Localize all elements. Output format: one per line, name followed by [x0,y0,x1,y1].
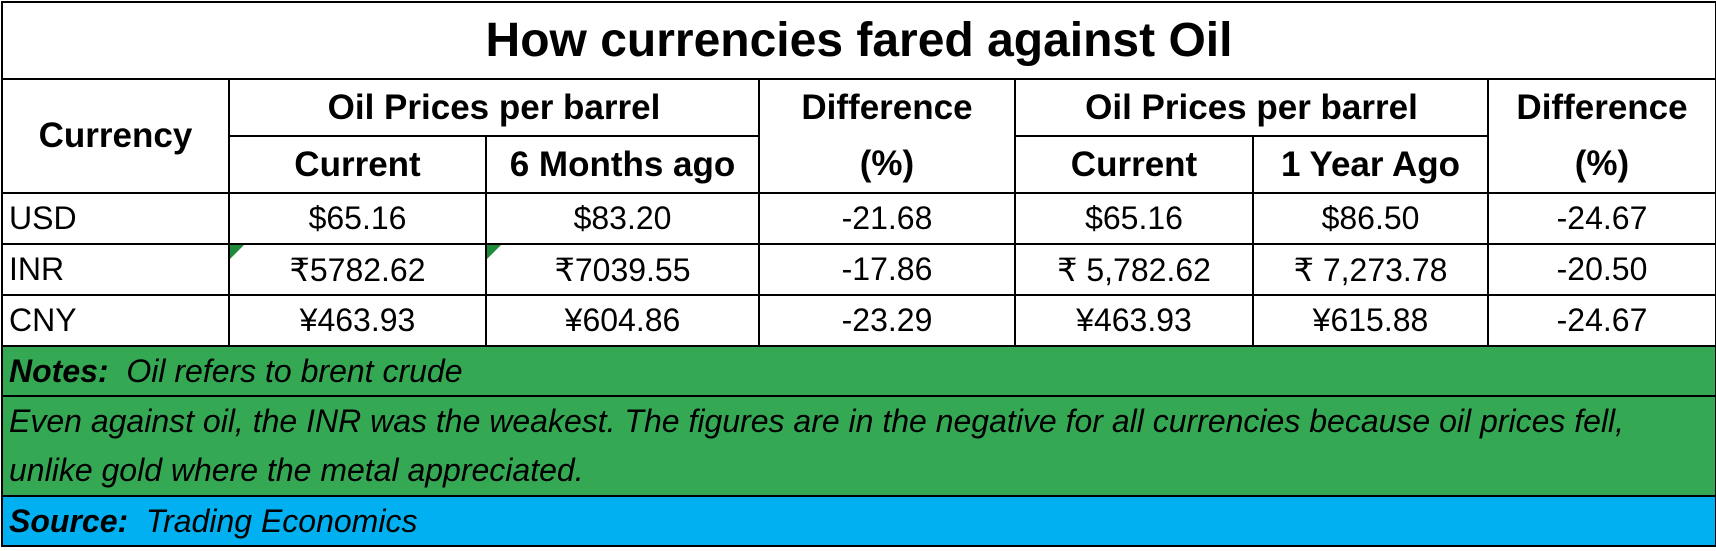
cell-currency: USD [1,192,230,245]
cell-one-year-ago: ₹ 7,273.78 [1252,243,1489,296]
commentary-text: Even against oil, the INR was the weakes… [0,395,1716,497]
notes-label: Notes: [9,352,109,389]
column-header-six-months-ago: 6 Months ago [485,135,760,194]
source-label: Source: [9,502,129,539]
cell-diff-1y: -24.67 [1486,192,1716,245]
cell-current-6m: $65.16 [228,192,487,245]
cell-flag-icon [231,246,244,259]
column-header-current-1y: Current [1014,135,1254,194]
difference-header-1-year-line2: (%) [1574,144,1630,183]
difference-header-6-months-line2: (%) [859,144,915,183]
column-header-one-year-ago: 1 Year Ago [1252,135,1489,194]
source-row: Source: Trading Economics [0,495,1716,547]
cell-one-year-ago: ¥615.88 [1252,294,1489,347]
cell-current-6m: ¥463.93 [228,294,487,347]
difference-header-1-year-line1: Difference [1516,88,1688,127]
cell-six-months-ago: ₹7039.55 [554,251,691,288]
cell-current-6m-wrap: ₹5782.62 [228,243,487,296]
cell-diff-6m: -21.68 [758,192,1016,245]
cell-six-months-ago-wrap: ₹7039.55 [485,243,760,296]
table-title: How currencies fared against Oil [0,1,1716,80]
notes-cell: Notes: Oil refers to brent crude [0,345,1716,397]
source-cell: Source: Trading Economics [0,495,1716,547]
cell-currency: INR [1,243,230,296]
group-header-1-year: Oil Prices per barrel [1014,78,1489,137]
commentary-row: Even against oil, the INR was the weakes… [0,395,1716,497]
table-row-usd: USD $65.16 $83.20 -21.68 $65.16 $86.50 -… [1,192,1716,245]
cell-currency: CNY [1,294,230,347]
source-text: Trading Economics [145,502,418,539]
column-header-current-6m: Current [228,135,487,194]
cell-diff-1y: -24.67 [1486,294,1716,347]
cell-one-year-ago: $86.50 [1252,192,1489,245]
cell-diff-6m: -23.29 [758,294,1016,347]
difference-header-6-months-line1: Difference [801,88,973,127]
cell-current-1y: $65.16 [1014,192,1254,245]
group-header-6-months: Oil Prices per barrel [228,78,760,137]
cell-diff-6m: -17.86 [758,243,1016,296]
notes-row: Notes: Oil refers to brent crude [0,345,1716,397]
table-row-cny: CNY ¥463.93 ¥604.86 -23.29 ¥463.93 ¥615.… [1,294,1716,347]
difference-header-1-year: Difference (%) [1486,78,1716,194]
currency-header: Currency [1,78,230,194]
cell-flag-icon [488,246,501,259]
cell-current-6m: ₹5782.62 [289,251,426,288]
cell-six-months-ago: ¥604.86 [485,294,760,347]
table-row-inr: INR ₹5782.62 ₹7039.55 -17.86 ₹ 5,782.62 … [1,243,1716,296]
cell-diff-1y: -20.50 [1486,243,1716,296]
cell-six-months-ago: $83.20 [485,192,760,245]
cell-current-1y: ₹ 5,782.62 [1014,243,1254,296]
difference-header-6-months: Difference (%) [758,78,1016,194]
cell-current-1y: ¥463.93 [1014,294,1254,347]
notes-text: Oil refers to brent crude [126,352,463,389]
